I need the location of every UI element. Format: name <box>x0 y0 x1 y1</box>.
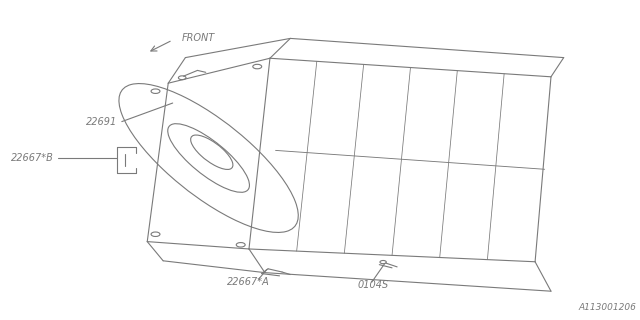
Text: 0104S: 0104S <box>357 280 388 291</box>
Text: 22667*B: 22667*B <box>11 153 54 164</box>
Text: A113001206: A113001206 <box>579 303 637 312</box>
Text: FRONT: FRONT <box>182 33 216 43</box>
Text: 22667*A: 22667*A <box>227 277 269 287</box>
Text: 22691: 22691 <box>86 116 117 127</box>
